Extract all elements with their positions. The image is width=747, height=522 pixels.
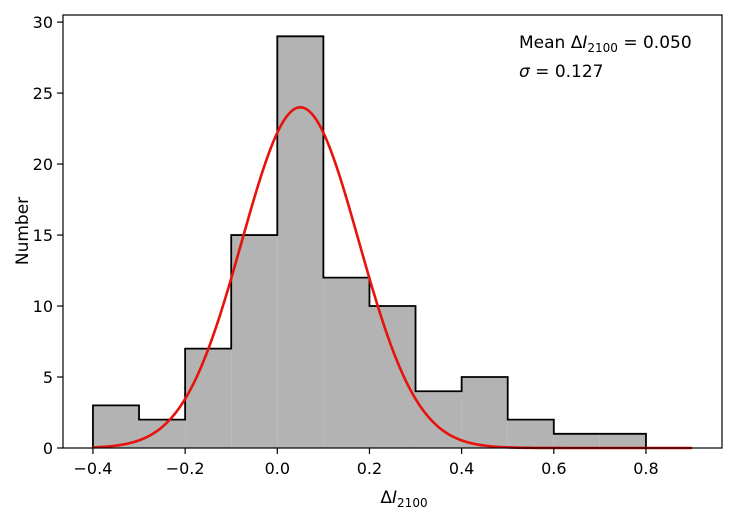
x-tick-label: 0.8 [633, 459, 658, 478]
annotation-mean-prefix: Mean Δ [519, 33, 583, 53]
histogram-bar [599, 433, 646, 448]
x-tick-label: −0.2 [166, 459, 205, 478]
annotation-mean-sub: 2100 [587, 41, 618, 55]
x-axis-label-var: I [392, 488, 397, 508]
histogram-bar [139, 419, 186, 448]
x-tick-label: 0.6 [541, 459, 566, 478]
annotation-sigma-var: σ [519, 62, 531, 82]
histogram-bar [369, 306, 416, 448]
y-axis-label: Number [13, 197, 33, 265]
y-tick-label: 0 [43, 439, 53, 458]
x-tick-label: 0.2 [357, 459, 382, 478]
y-axis-ticks: 0 5 10 15 20 25 30 [33, 13, 63, 458]
y-tick-label: 20 [33, 155, 53, 174]
annotation-sigma: σ = 0.127 [519, 62, 604, 82]
x-tick-label: 0.4 [449, 459, 474, 478]
annotation-mean-value: = 0.050 [618, 33, 692, 53]
x-axis-label: ΔI2100 [380, 488, 427, 510]
y-tick-label: 25 [33, 84, 53, 103]
y-tick-label: 15 [33, 226, 53, 245]
histogram-bar [507, 419, 554, 448]
annotation-sigma-value: = 0.127 [530, 62, 604, 82]
x-axis-label-sub: 2100 [397, 496, 428, 510]
plot-frame [62, 14, 723, 449]
y-tick-label: 5 [43, 368, 53, 387]
y-tick-label: 10 [33, 297, 53, 316]
histogram-bar [415, 391, 462, 448]
x-tick-label: −0.4 [74, 459, 113, 478]
y-tick-label: 30 [33, 13, 53, 32]
histogram-bar [553, 433, 600, 448]
histogram-bars [92, 36, 646, 449]
histogram-bar [323, 277, 370, 448]
histogram-bar [461, 377, 508, 448]
annotation-mean: Mean ΔI2100 = 0.050 [519, 33, 692, 55]
x-axis-ticks: −0.4 −0.2 0.0 0.2 0.4 0.6 0.8 [74, 448, 659, 478]
x-axis-label-prefix: Δ [380, 488, 392, 508]
histogram-bar [185, 348, 232, 448]
x-tick-label: 0.0 [265, 459, 290, 478]
annotation-mean-var: I [582, 33, 587, 53]
histogram-bar [231, 235, 278, 448]
histogram-bar [277, 36, 324, 449]
histogram-bar [92, 405, 140, 448]
